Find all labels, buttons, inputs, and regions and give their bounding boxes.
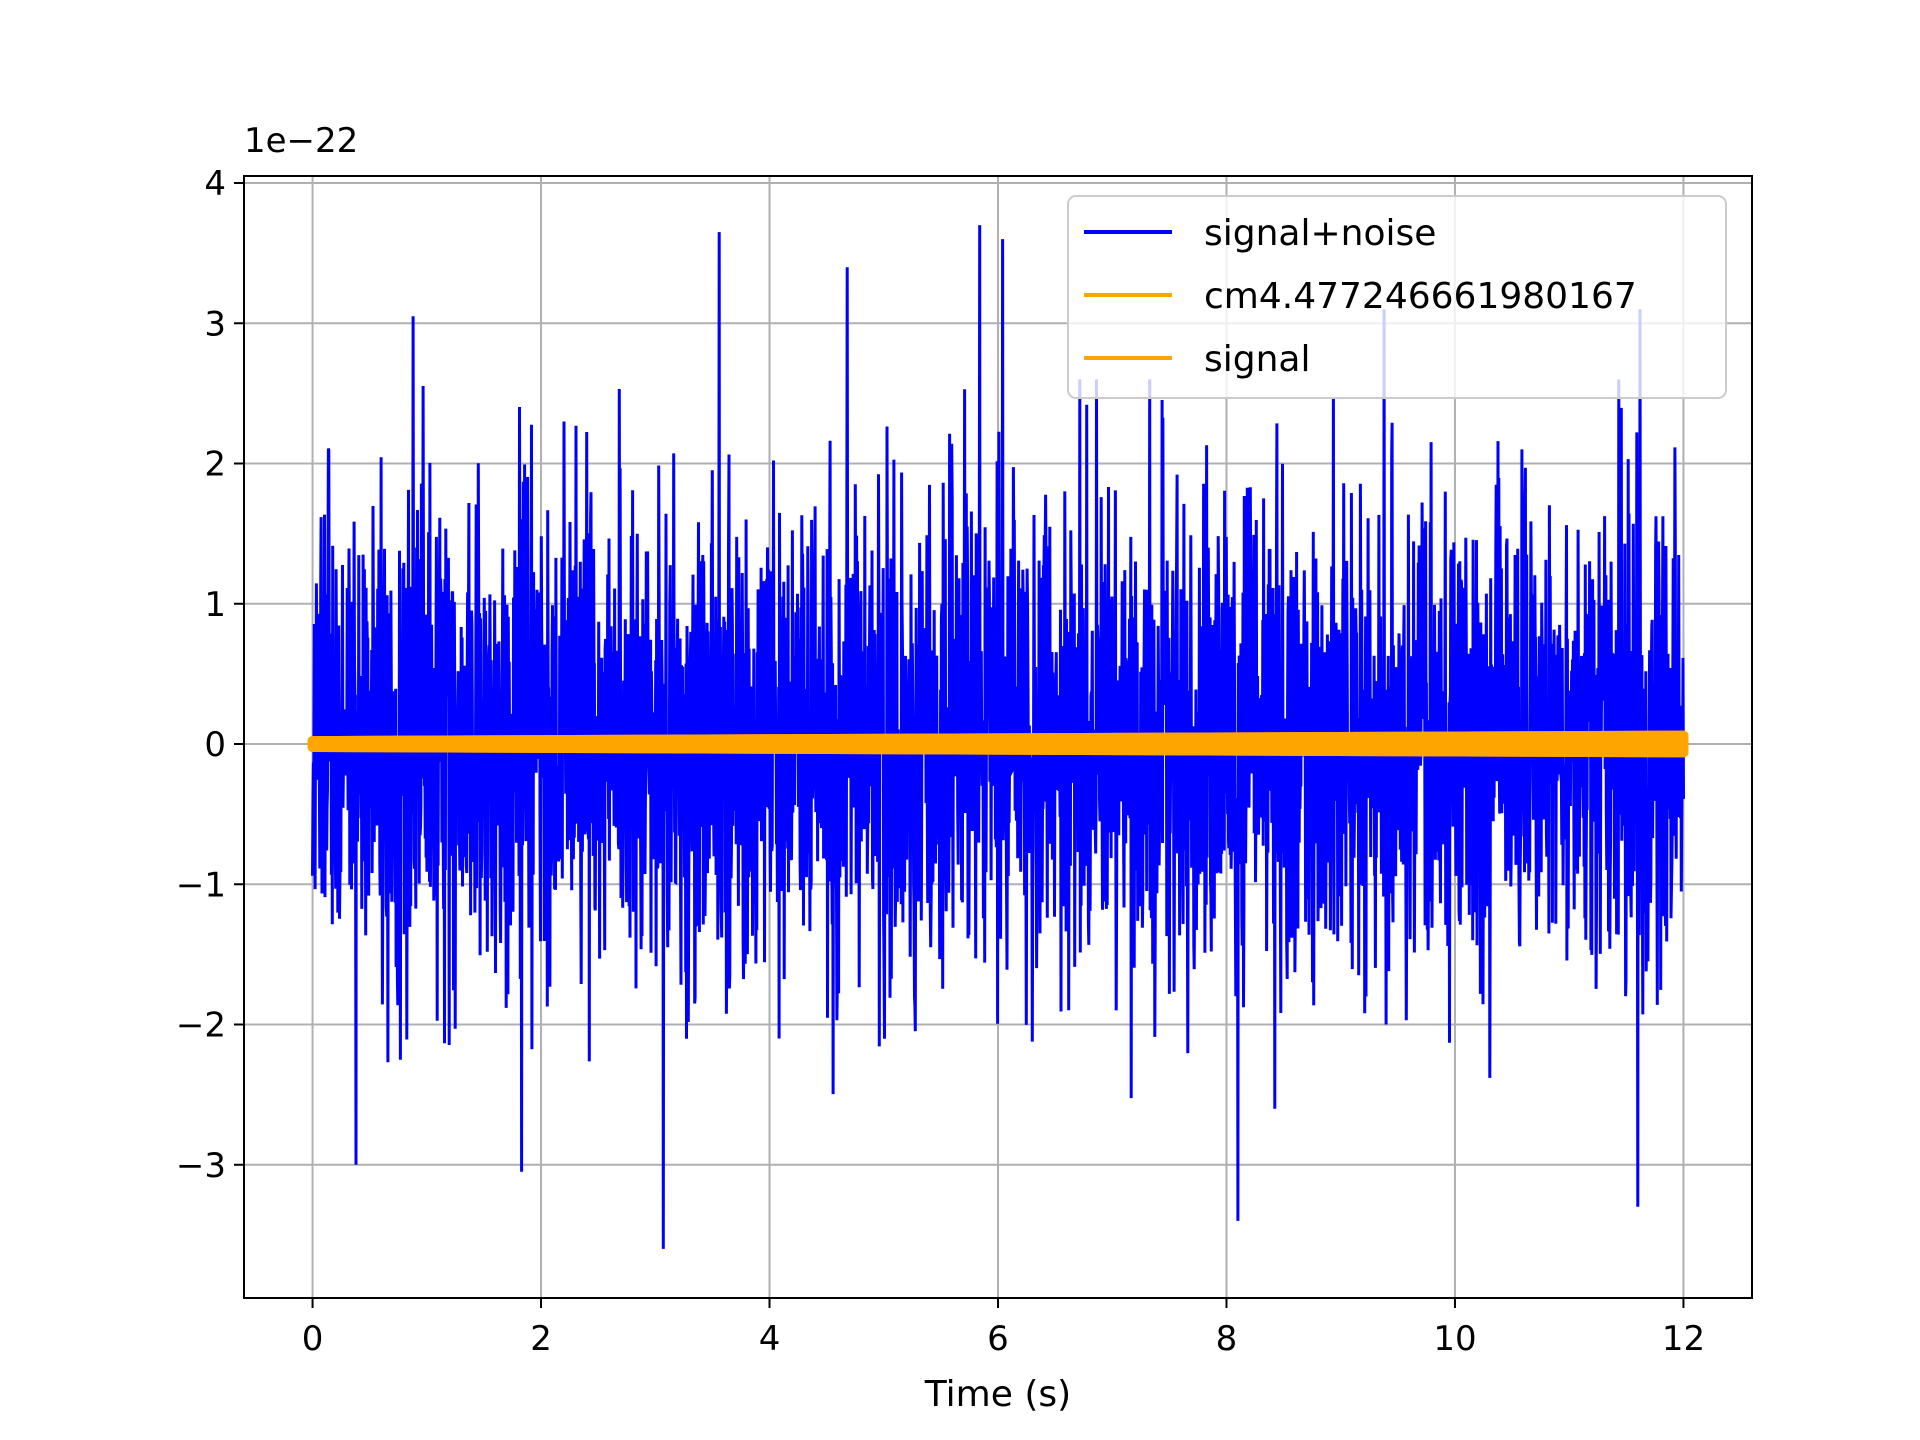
x-axis-label: Time (s): [924, 1374, 1071, 1415]
y-tick-label: 1: [204, 585, 226, 625]
y-tick-label: 4: [204, 164, 226, 204]
y-tick-label: −3: [176, 1146, 226, 1186]
x-tick-label: 4: [759, 1319, 781, 1359]
legend-entry-label: signal+noise: [1204, 213, 1436, 254]
x-tick-label: 6: [987, 1319, 1009, 1359]
x-tick-label: 0: [302, 1319, 324, 1359]
y-tick-label: 2: [204, 445, 226, 485]
x-tick-label: 10: [1433, 1319, 1476, 1359]
legend-entry-label: cm4.477246661980167: [1204, 276, 1637, 317]
legend-entry-label: signal: [1204, 339, 1311, 380]
legend-box: [1067, 195, 1727, 399]
y-tick-label: −2: [176, 1006, 226, 1046]
x-tick-label: 8: [1216, 1319, 1238, 1359]
x-tick-label: 2: [530, 1319, 552, 1359]
series-layer: [307, 225, 1689, 1249]
y-tick-label: 0: [204, 725, 226, 765]
y-tick-label: −1: [176, 865, 226, 905]
legend: signal+noise cm4.477246661980167 signal: [1067, 195, 1727, 399]
y-tick-label: 3: [204, 304, 226, 344]
series-signal-band: [307, 730, 1689, 758]
y-offset-label: 1e−22: [244, 121, 358, 161]
x-tick-label: 12: [1662, 1319, 1705, 1359]
